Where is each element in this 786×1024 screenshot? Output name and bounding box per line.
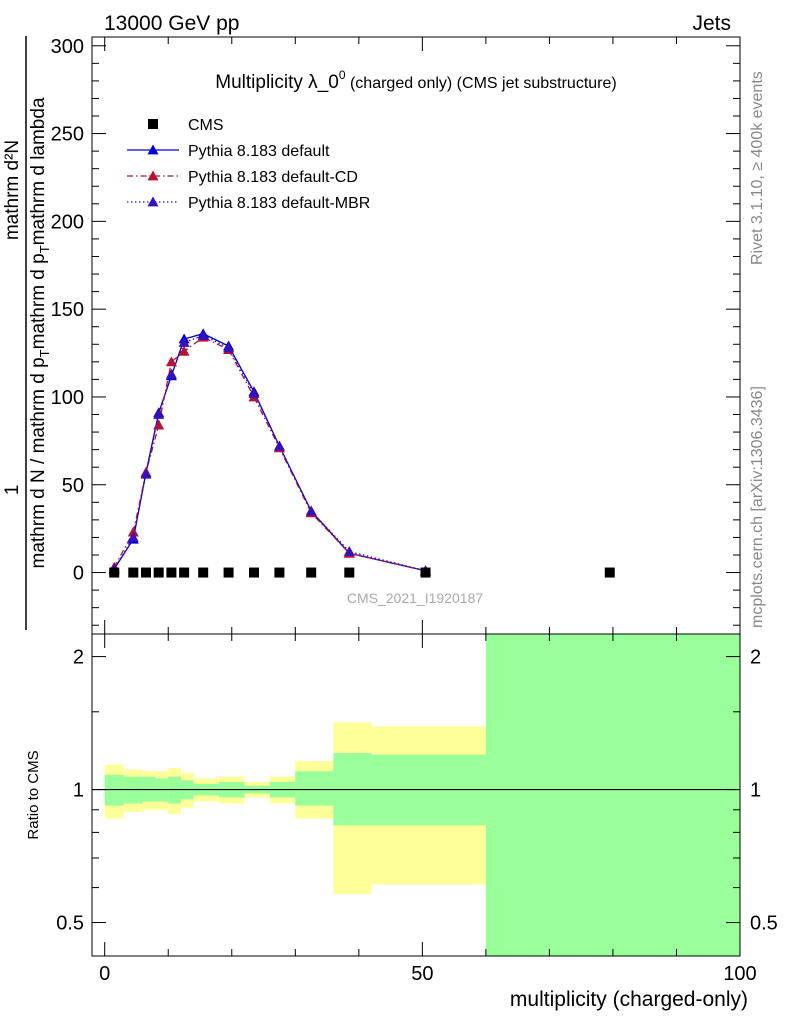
ylabel-mid: mathrm d p xyxy=(28,253,49,349)
cms-data-point xyxy=(179,567,190,578)
main-ytick-label: 150 xyxy=(51,299,84,321)
main-ytick-label: 100 xyxy=(51,387,84,409)
legend-marker xyxy=(147,196,159,207)
ylabel-sub-t2: T xyxy=(37,245,52,253)
ratio-ytick-label-right: 0.5 xyxy=(750,913,778,935)
cms-data-point xyxy=(128,567,139,578)
cms-data-point xyxy=(604,567,615,578)
header-right-label: Jets xyxy=(692,12,731,35)
legend-label: Pythia 8.183 default-MBR xyxy=(188,195,370,212)
ratio-xtick-label: 100 xyxy=(723,963,756,985)
main-ytick-label: 50 xyxy=(62,475,84,497)
series-line xyxy=(113,334,426,572)
chart-title-main: Multiplicity λ_0 xyxy=(215,72,339,93)
series-point xyxy=(178,337,190,347)
ratio-ylabel: Ratio to CMS xyxy=(25,750,42,839)
legend-marker xyxy=(147,144,159,155)
analysis-watermark: CMS_2021_I1920187 xyxy=(347,590,483,606)
ratio-band-green xyxy=(485,634,740,956)
legend-marker xyxy=(147,170,159,181)
ratio-xlabel: multiplicity (charged-only) xyxy=(510,988,748,1011)
ratio-band-green xyxy=(295,771,334,806)
series-point xyxy=(343,545,355,556)
cms-data-point xyxy=(109,567,120,578)
ylabel-sub-t: T xyxy=(37,349,52,357)
series-point xyxy=(153,409,165,419)
series-point xyxy=(178,345,190,356)
series-point xyxy=(153,419,165,430)
legend-label: Pythia 8.183 default-CD xyxy=(188,169,358,186)
series-point xyxy=(127,531,139,542)
main-ytick-label: 0 xyxy=(73,563,84,585)
cms-data-point xyxy=(420,567,431,578)
main-ylabel: 1 mathrm d²N mathrm d N / mathrm d pTmat… xyxy=(2,36,52,630)
ylabel-numerator: 1 xyxy=(2,485,23,496)
ratio-xtick-label: 50 xyxy=(411,963,433,985)
cms-data-point xyxy=(166,567,177,578)
side-label-bottom: mcplots.cern.ch [arXiv:1306.3436] xyxy=(749,386,766,628)
series-line xyxy=(113,333,426,572)
series-point xyxy=(165,356,177,367)
legend-marker xyxy=(148,119,158,129)
series-point xyxy=(197,330,209,340)
cms-data-point xyxy=(223,567,234,578)
series-point xyxy=(223,342,235,353)
main-panel: 0 50 100 150 200 250 300 xyxy=(51,36,741,634)
cms-data-point xyxy=(306,567,317,578)
ylabel-denominator-main: mathrm d N / mathrm d p xyxy=(28,357,49,568)
side-label-top: Rivet 3.1.10, ≥ 400k events xyxy=(749,71,766,265)
ylabel-denominator: mathrm d N / mathrm d pTmathrm d pTmathr… xyxy=(28,97,52,568)
main-ytick-label: 200 xyxy=(51,211,84,233)
chart-title: Multiplicity λ_00 (charged only) (CMS je… xyxy=(215,68,616,93)
cms-data-point xyxy=(249,567,259,578)
legend: CMS Pythia 8.183 default Pythia 8.183 defa… xyxy=(127,117,370,212)
chart-title-suffix: (charged only) (CMS jet substructure) xyxy=(346,75,617,92)
ylabel-tail: mathrm d lambda xyxy=(28,97,49,245)
cms-data-point xyxy=(198,567,209,578)
series-point xyxy=(273,440,285,451)
header-left-label: 13000 GeV pp xyxy=(104,12,239,35)
series-point xyxy=(248,387,260,398)
ratio-ytick-label-left: 1 xyxy=(73,780,84,802)
series-point xyxy=(127,526,139,537)
main-ytick-label: 250 xyxy=(51,124,84,146)
legend-label: Pythia 8.183 default xyxy=(188,143,330,160)
ratio-ytick-label-left: 0.5 xyxy=(56,913,84,935)
series-point xyxy=(140,468,152,479)
series-line xyxy=(113,336,426,572)
ratio-xtick-label: 0 xyxy=(99,963,110,985)
ylabel-top: mathrm d²N xyxy=(2,140,23,240)
cms-data-point xyxy=(153,567,164,578)
ratio-band-green xyxy=(104,774,124,806)
chart-title-sup: 0 xyxy=(339,68,346,82)
cms-data-point xyxy=(274,567,285,578)
ratio-ytick-label-left: 2 xyxy=(73,647,84,669)
ratio-panel: 0.5 0.5 1 1 2 2 0 50 100 xyxy=(56,634,778,985)
ratio-panel-frame xyxy=(91,633,741,957)
ratio-ytick-label-right: 1 xyxy=(750,780,761,802)
main-ytick-label: 300 xyxy=(51,36,84,58)
series-point xyxy=(165,368,177,379)
cms-data-point xyxy=(344,567,355,578)
ratio-ytick-label-right: 2 xyxy=(750,647,761,669)
cms-data-point xyxy=(141,567,151,578)
legend-label: CMS xyxy=(188,117,224,134)
series-point xyxy=(305,505,317,516)
